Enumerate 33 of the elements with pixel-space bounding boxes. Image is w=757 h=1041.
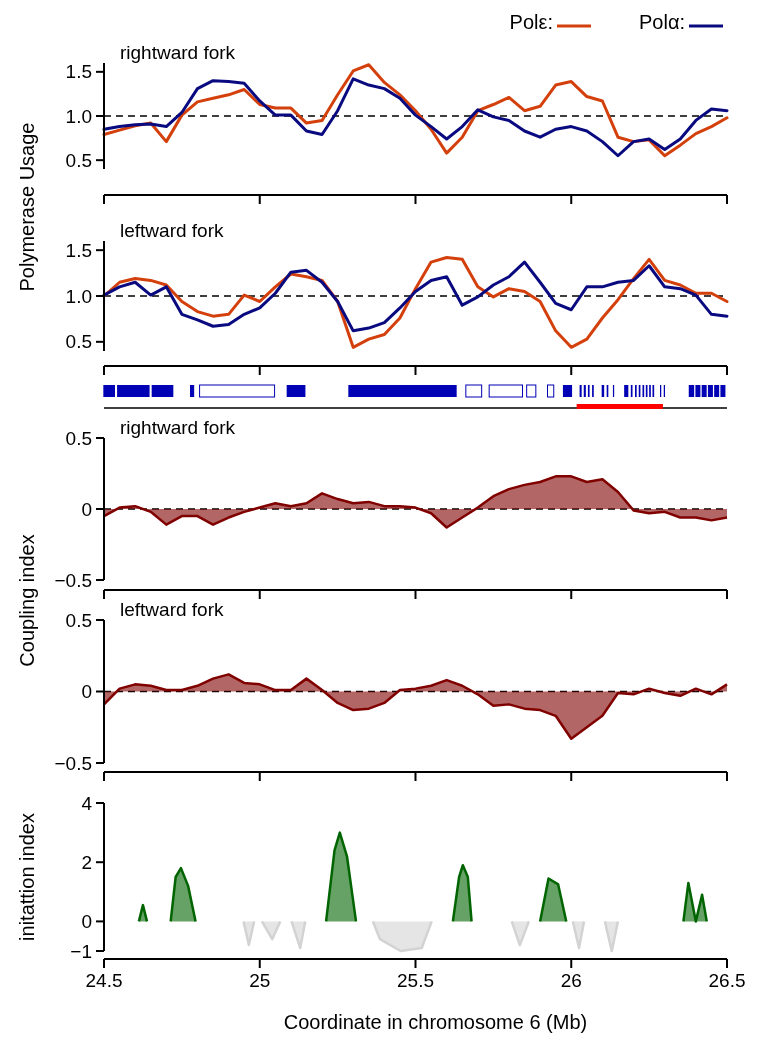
y-tick-label: 0 — [81, 498, 92, 520]
y-tick-label: 1.0 — [65, 285, 92, 307]
x-tick-label: 25 — [249, 970, 271, 991]
y-tick-label: −0.5 — [54, 752, 92, 774]
y-tick-label: −0.5 — [54, 569, 92, 591]
chart-title: rightward fork — [120, 42, 236, 63]
chart-title: leftward fork — [120, 220, 224, 241]
y-tick-label: 0.5 — [65, 331, 92, 353]
x-tick-label: 26 — [560, 970, 582, 991]
y-tick-label: 0.5 — [65, 427, 92, 449]
y-axis-title: Coupling index — [16, 534, 38, 667]
y-tick-label: 0.5 — [65, 149, 92, 171]
y-tick-label: 0.5 — [65, 609, 92, 631]
chart-title: leftward fork — [120, 599, 224, 620]
y-tick-label: 1.5 — [65, 61, 92, 83]
y-axis-title: initattion index — [16, 813, 38, 941]
line-series — [102, 260, 729, 333]
y-tick-label: 4 — [81, 792, 93, 814]
y-tick-label: 0 — [81, 911, 92, 933]
y-tick-label: 1.5 — [65, 239, 92, 261]
x-tick-label: 25.5 — [397, 970, 434, 991]
legend-label: Polε: — [509, 11, 553, 33]
y-axis-title: Polymerase Usage — [16, 122, 38, 292]
y-tick-label: 0 — [81, 681, 92, 703]
chart-title: rightward fork — [120, 417, 236, 438]
x-axis-title: Coordinate in chromosome 6 (Mb) — [283, 1011, 588, 1033]
legend-label: Polα: — [638, 11, 685, 33]
y-tick-label: 1.0 — [65, 105, 92, 127]
x-tick-label: 24.5 — [85, 970, 123, 991]
x-tick-label: 26.5 — [708, 970, 746, 991]
y-tick-label: 2 — [81, 851, 92, 873]
line-series — [102, 256, 729, 349]
y-tick-label: −1 — [70, 940, 92, 962]
